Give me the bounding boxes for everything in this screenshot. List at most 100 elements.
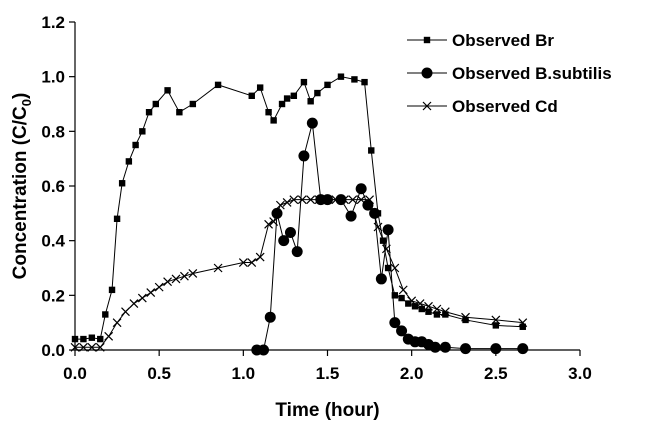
data-point	[324, 81, 331, 89]
data-point	[391, 292, 399, 299]
legend-item: Observed Cd	[407, 97, 558, 116]
data-point	[461, 312, 470, 322]
legend-label: Observed B.subtilis	[452, 64, 612, 83]
data-point	[129, 299, 139, 308]
x-tick-label: 1.5	[316, 364, 340, 383]
data-point	[213, 263, 223, 273]
legend: Observed Br Observed B.subtilis Observed C…	[407, 31, 612, 116]
data-point	[113, 215, 121, 222]
x-axis-title: Time (hour)	[275, 400, 379, 421]
data-point	[179, 271, 189, 281]
series-line	[256, 123, 523, 351]
data-point	[289, 195, 299, 205]
data-point	[369, 207, 381, 219]
data-point	[355, 183, 367, 195]
x-tick-label: 2.5	[484, 364, 508, 383]
data-point	[256, 84, 264, 91]
data-point	[425, 308, 432, 315]
x-ticks: 0.0 0.5 1.0 1.5 2.0 2.5 3.0	[63, 350, 592, 383]
data-point	[424, 301, 433, 311]
data-point	[104, 331, 114, 341]
y-tick-label: 0.2	[41, 286, 65, 305]
data-point	[278, 100, 286, 108]
data-point	[282, 197, 292, 207]
data-point	[348, 195, 358, 205]
data-point	[396, 325, 408, 337]
data-point	[389, 317, 401, 329]
data-point	[440, 307, 450, 317]
data-point	[78, 342, 88, 352]
data-point	[270, 117, 277, 124]
x-tick-label: 3.0	[568, 364, 592, 383]
data-point	[519, 323, 526, 330]
data-point	[368, 147, 375, 154]
legend-marker	[422, 101, 432, 111]
data-point	[154, 282, 164, 292]
y-axis-title-sub: 0	[19, 99, 34, 106]
x-tick-label: 0.5	[147, 364, 171, 383]
data-point	[278, 235, 290, 247]
data-point	[102, 311, 109, 318]
data-point	[517, 343, 529, 355]
data-point	[345, 210, 357, 222]
data-point	[275, 200, 285, 210]
data-point	[71, 335, 79, 343]
data-point	[306, 195, 316, 205]
y-tick-label: 0.4	[41, 232, 65, 251]
legend-item: Observed B.subtilis	[407, 64, 612, 83]
data-point	[491, 315, 501, 325]
series-layer	[70, 73, 529, 356]
data-point	[331, 195, 341, 205]
data-point	[87, 342, 97, 352]
series-line	[75, 76, 523, 340]
data-point	[407, 296, 417, 306]
data-point	[339, 195, 349, 205]
data-point	[382, 224, 394, 236]
data-point	[137, 293, 147, 303]
data-point	[323, 195, 332, 205]
data-point	[291, 246, 303, 258]
data-point	[188, 269, 198, 278]
data-point	[381, 244, 391, 254]
data-point	[411, 303, 419, 310]
data-point	[80, 335, 87, 343]
data-point	[518, 318, 528, 328]
data-point	[118, 180, 126, 187]
y-tick-label: 0.6	[41, 177, 65, 196]
y-axis-title-end: )	[10, 93, 31, 99]
data-point	[112, 318, 122, 328]
data-point	[384, 264, 392, 272]
data-point	[247, 258, 257, 267]
data-point	[146, 288, 156, 298]
data-point	[189, 100, 197, 108]
data-point	[492, 322, 500, 329]
data-point	[108, 286, 116, 294]
data-point	[375, 273, 387, 285]
data-point	[258, 344, 270, 356]
legend-label: Observed Cd	[452, 97, 558, 116]
data-point	[132, 141, 139, 149]
data-point	[255, 252, 265, 262]
data-point	[125, 158, 133, 165]
y-axis-title: Concentration (C/C0)	[10, 93, 34, 280]
series-0	[71, 73, 526, 343]
data-point	[284, 226, 296, 238]
data-point	[264, 311, 276, 323]
series-1	[251, 117, 529, 356]
data-point	[283, 95, 291, 102]
legend-label: Observed Br	[452, 31, 554, 50]
series-2	[70, 195, 528, 352]
data-point	[460, 343, 472, 355]
data-point	[306, 117, 318, 129]
data-point	[361, 78, 368, 86]
y-tick-label: 0.8	[41, 122, 65, 141]
data-point	[398, 294, 405, 302]
y-tick-label: 1.2	[41, 13, 65, 32]
data-point	[269, 217, 279, 226]
data-point	[265, 109, 272, 116]
data-point	[171, 274, 181, 284]
data-point	[429, 341, 441, 353]
data-point	[139, 128, 146, 135]
data-point	[442, 311, 449, 318]
data-point	[70, 342, 80, 352]
